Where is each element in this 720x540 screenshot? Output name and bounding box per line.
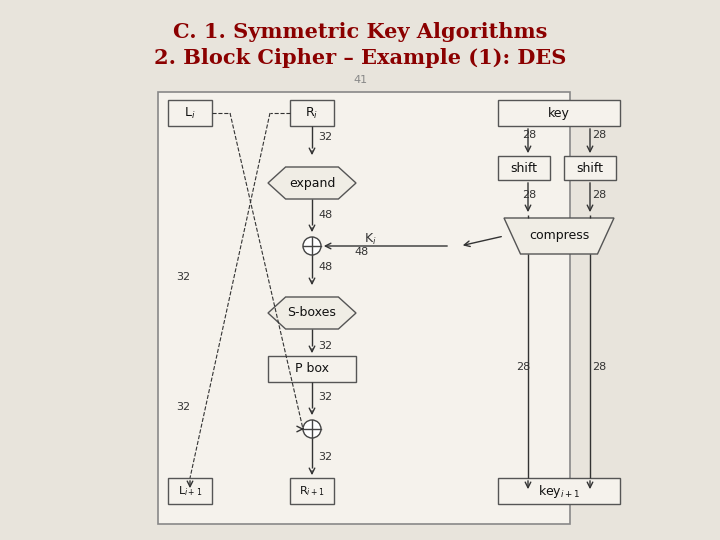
Text: 28: 28 (592, 190, 606, 200)
Text: 28: 28 (516, 362, 530, 372)
Text: 28: 28 (592, 130, 606, 140)
Text: C. 1. Symmetric Key Algorithms: C. 1. Symmetric Key Algorithms (173, 22, 547, 42)
Text: 32: 32 (176, 272, 190, 282)
FancyBboxPatch shape (158, 92, 570, 524)
FancyBboxPatch shape (168, 478, 212, 504)
Text: 32: 32 (318, 452, 332, 462)
Text: compress: compress (529, 230, 589, 242)
FancyBboxPatch shape (564, 156, 616, 180)
Text: 48: 48 (318, 210, 332, 220)
Circle shape (303, 237, 321, 255)
Text: 32: 32 (318, 132, 332, 142)
Text: shift: shift (577, 161, 603, 174)
Text: K$_i$: K$_i$ (364, 232, 377, 247)
Text: shift: shift (510, 161, 538, 174)
FancyBboxPatch shape (498, 156, 550, 180)
Text: S-boxes: S-boxes (287, 307, 336, 320)
FancyBboxPatch shape (290, 100, 334, 126)
Polygon shape (268, 297, 356, 329)
Text: R$_{i+1}$: R$_{i+1}$ (299, 484, 325, 498)
Text: 32: 32 (176, 402, 190, 412)
Polygon shape (268, 167, 356, 199)
Text: 28: 28 (592, 362, 606, 372)
Circle shape (303, 420, 321, 438)
Text: 32: 32 (318, 341, 332, 351)
FancyBboxPatch shape (290, 478, 334, 504)
Text: 48: 48 (318, 262, 332, 272)
Text: L$_i$: L$_i$ (184, 105, 196, 120)
Text: 2. Block Cipher – Example (1): DES: 2. Block Cipher – Example (1): DES (154, 48, 566, 68)
Text: key$_{i+1}$: key$_{i+1}$ (538, 483, 580, 500)
Text: 28: 28 (522, 190, 536, 200)
Text: R$_i$: R$_i$ (305, 105, 318, 120)
FancyBboxPatch shape (268, 356, 356, 382)
Text: 48: 48 (354, 247, 368, 257)
FancyBboxPatch shape (498, 100, 620, 126)
Polygon shape (504, 218, 614, 254)
Text: key: key (548, 106, 570, 119)
FancyBboxPatch shape (168, 100, 212, 126)
Text: P box: P box (295, 362, 329, 375)
Text: L$_{i+1}$: L$_{i+1}$ (178, 484, 202, 498)
Text: 41: 41 (353, 75, 367, 85)
FancyBboxPatch shape (498, 478, 620, 504)
Text: 28: 28 (522, 130, 536, 140)
Text: 32: 32 (318, 392, 332, 402)
Text: expand: expand (289, 177, 336, 190)
